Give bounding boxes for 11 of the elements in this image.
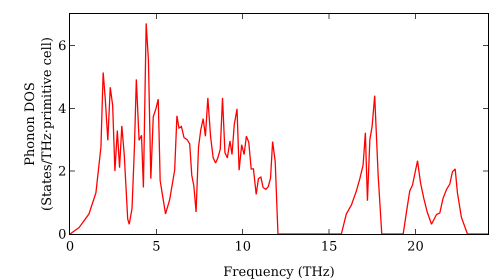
y-tick-label: 6 <box>58 38 66 54</box>
x-tick-label: 20 <box>407 240 424 255</box>
y-axis-title: Phonon DOS (States/THz·primitive cell) <box>23 36 55 212</box>
y-tick-label: 4 <box>58 102 66 117</box>
x-tick-label: 5 <box>152 240 160 255</box>
line-series <box>70 22 488 234</box>
x-tick-label: 10 <box>234 240 252 255</box>
x-axis-title: Frequency (THz) <box>223 265 335 280</box>
y-tick-label: 0 <box>58 228 66 243</box>
x-tick-label: 15 <box>320 240 338 255</box>
y-tick-label: 2 <box>58 164 66 180</box>
